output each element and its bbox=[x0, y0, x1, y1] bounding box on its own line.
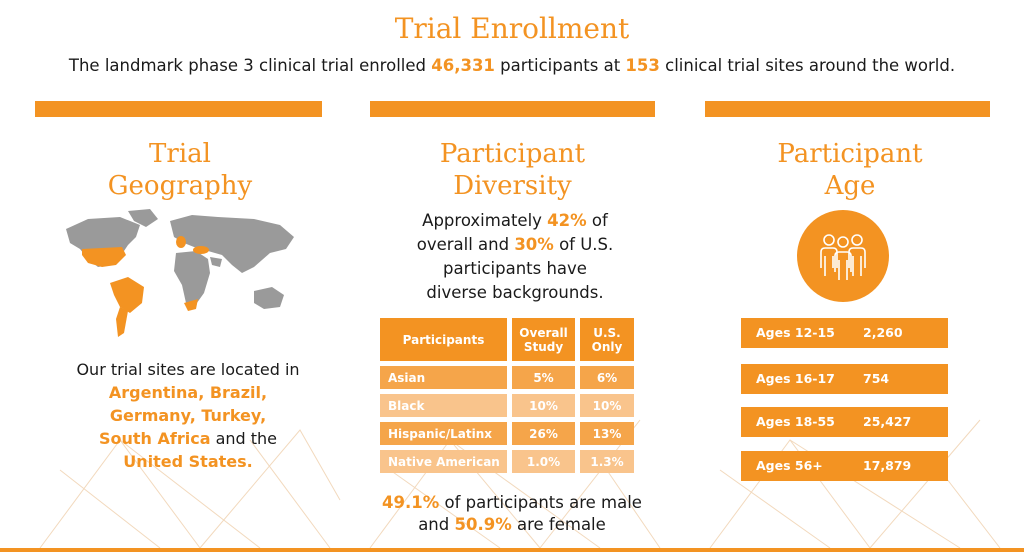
table-row: Black 10% 10% bbox=[380, 394, 634, 417]
diversity-table: Participants Overall Study U.S. Only Asi… bbox=[375, 313, 639, 478]
age-value: 17,879 bbox=[863, 458, 912, 473]
table-row: Asian 5% 6% bbox=[380, 366, 634, 389]
table-cell: 13% bbox=[580, 422, 634, 445]
table-cell: Asian bbox=[380, 366, 507, 389]
table-cell: 1.0% bbox=[512, 450, 575, 473]
age-label: Ages 12-15 bbox=[756, 325, 835, 340]
age-row: Ages 18-55 25,427 bbox=[741, 407, 948, 437]
column-divider-bar bbox=[370, 101, 655, 117]
age-label: Ages 56+ bbox=[756, 458, 823, 473]
table-header: Participants bbox=[380, 318, 507, 361]
participant-count: 46,331 bbox=[431, 56, 495, 75]
table-cell: Native American bbox=[380, 450, 507, 473]
age-row: Ages 12-15 2,260 bbox=[741, 318, 948, 348]
table-row: Native American 1.0% 1.3% bbox=[380, 450, 634, 473]
age-value: 25,427 bbox=[863, 414, 912, 429]
geography-title: Trial Geography bbox=[107, 139, 253, 201]
site-count: 153 bbox=[625, 56, 660, 75]
table-cell: 1.3% bbox=[580, 450, 634, 473]
world-map-icon bbox=[66, 209, 294, 337]
table-cell: Black bbox=[380, 394, 507, 417]
table-cell: 10% bbox=[512, 394, 575, 417]
table-cell: 6% bbox=[580, 366, 634, 389]
diversity-title: Participant Diversity bbox=[439, 139, 586, 201]
column-divider-bar bbox=[705, 101, 990, 117]
geography-description: Our trial sites are located in Argentina… bbox=[76, 360, 300, 471]
table-cell: Hispanic/Latinx bbox=[380, 422, 507, 445]
table-header: Overall Study bbox=[512, 318, 575, 361]
diversity-intro: Approximately 42% of overall and 30% of … bbox=[416, 211, 614, 302]
table-cell: 26% bbox=[512, 422, 575, 445]
table-row: Hispanic/Latinx 26% 13% bbox=[380, 422, 634, 445]
sex-breakdown: 49.1% of participants are male and 50.9%… bbox=[382, 493, 642, 534]
column-divider-bar bbox=[35, 101, 322, 117]
page-title: Trial Enrollment bbox=[394, 12, 630, 45]
age-value: 754 bbox=[863, 371, 890, 386]
people-group-icon bbox=[797, 210, 889, 302]
table-header: U.S. Only bbox=[580, 318, 634, 361]
page-subtitle: The landmark phase 3 clinical trial enro… bbox=[68, 56, 956, 75]
table-cell: 10% bbox=[580, 394, 634, 417]
age-title: Participant Age bbox=[777, 139, 923, 201]
age-value: 2,260 bbox=[863, 325, 903, 340]
age-label: Ages 16-17 bbox=[756, 371, 835, 386]
age-row: Ages 16-17 754 bbox=[741, 364, 948, 394]
age-label: Ages 18-55 bbox=[756, 414, 835, 429]
bottom-rule bbox=[0, 548, 1024, 552]
age-row: Ages 56+ 17,879 bbox=[741, 451, 948, 481]
table-cell: 5% bbox=[512, 366, 575, 389]
